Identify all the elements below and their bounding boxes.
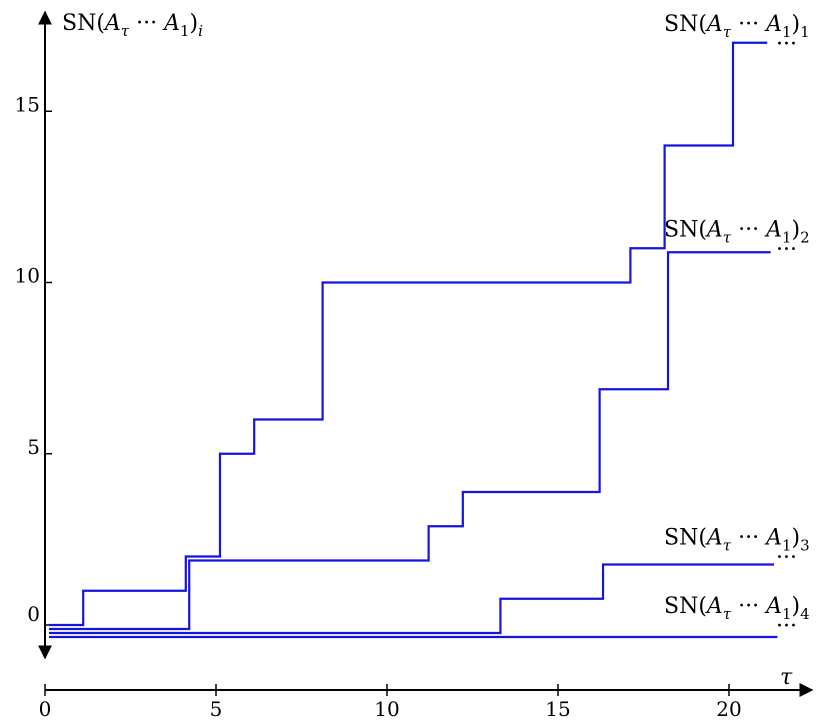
series-1-continuation: ··· (776, 32, 797, 57)
x-axis-label: τ (780, 665, 793, 690)
series-1-line (49, 41, 768, 627)
x-tick-label: 5 (210, 697, 223, 720)
y-tick-label: 15 (15, 92, 40, 116)
series-4-continuation: ··· (776, 614, 797, 639)
x-tick-label: 20 (716, 697, 741, 720)
x-tick-label: 10 (374, 697, 399, 720)
series-labels: SN(Aτ ··· A1)1···SN(Aτ ··· A1)2···SN(Aτ … (664, 12, 810, 639)
series-3-label: SN(Aτ ··· A1)3 (664, 526, 810, 555)
y-tick-label: 5 (27, 435, 40, 459)
series-3-line (49, 563, 775, 635)
x-tick-label: 0 (39, 697, 52, 720)
series-2-label: SN(Aτ ··· A1)2 (664, 217, 810, 246)
series-1-label: SN(Aτ ··· A1)1 (664, 12, 810, 41)
y-tick-label: 10 (15, 264, 40, 288)
y-tick-label: 0 (27, 602, 40, 626)
series-group (49, 41, 778, 639)
y-axis-label: SN(Aτ ··· A1)i (62, 11, 203, 40)
series-2-continuation: ··· (776, 237, 797, 262)
y-ticks: 0 5 10 15 (15, 92, 52, 626)
x-ticks: 0 5 10 15 20 (39, 684, 742, 720)
x-tick-label: 15 (545, 697, 570, 720)
series-4-label: SN(Aτ ··· A1)4 (664, 594, 810, 623)
series-3-continuation: ··· (776, 546, 797, 571)
series-2-line (49, 251, 771, 631)
